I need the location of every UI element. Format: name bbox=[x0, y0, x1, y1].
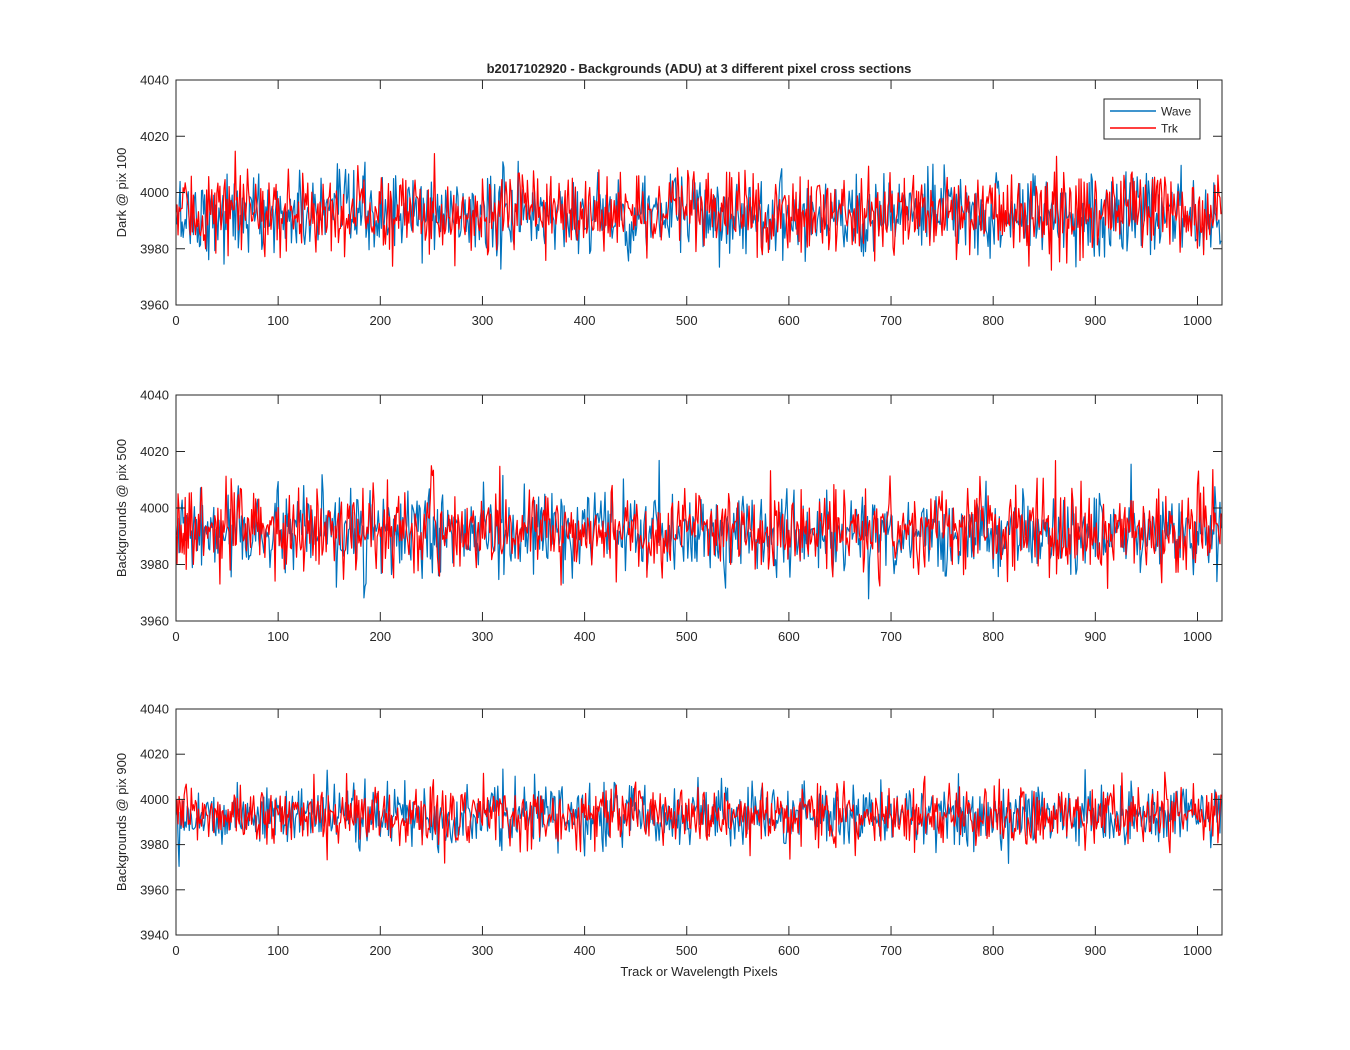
y-tick-label: 3960 bbox=[140, 298, 169, 313]
x-tick-label: 900 bbox=[1084, 313, 1106, 328]
x-tick-label: 100 bbox=[267, 629, 289, 644]
y-tick-label: 4000 bbox=[140, 501, 169, 516]
x-axis-label: Track or Wavelength Pixels bbox=[620, 964, 778, 979]
x-tick-label: 900 bbox=[1084, 943, 1106, 958]
axes-box bbox=[175, 708, 1223, 936]
x-tick-label: 1000 bbox=[1183, 943, 1212, 958]
y-tick-label: 3960 bbox=[140, 882, 169, 897]
legend-box bbox=[1103, 98, 1201, 140]
y-tick-label: 4020 bbox=[140, 444, 169, 459]
y-tick-label: 3980 bbox=[140, 557, 169, 572]
x-tick-label: 700 bbox=[880, 629, 902, 644]
chart-title: b2017102920 - Backgrounds (ADU) at 3 dif… bbox=[487, 61, 912, 76]
axes-3: 0 100 200 300 400 500 600 700 800 900 1000 3940 3960… bbox=[114, 702, 1223, 979]
x-tick-label: 400 bbox=[574, 943, 596, 958]
x-tick-label: 400 bbox=[574, 313, 596, 328]
series-group bbox=[176, 150, 1222, 271]
x-tick-label: 500 bbox=[676, 943, 698, 958]
y-tick-label: 3980 bbox=[140, 837, 169, 852]
x-tick-label: 600 bbox=[778, 943, 800, 958]
x-tick-label: 500 bbox=[676, 313, 698, 328]
y-tick-label: 4000 bbox=[140, 792, 169, 807]
y-tick-label: 4040 bbox=[140, 388, 169, 403]
y-axis-label: Backgrounds @ pix 500 bbox=[114, 439, 129, 577]
x-tick-label: 600 bbox=[778, 629, 800, 644]
x-tick-label: 900 bbox=[1084, 629, 1106, 644]
x-tick-label: 200 bbox=[369, 629, 391, 644]
x-tick-label: 100 bbox=[267, 943, 289, 958]
y-tick-label: 4040 bbox=[140, 73, 169, 88]
x-tick-label: 1000 bbox=[1183, 313, 1212, 328]
series-group bbox=[176, 459, 1222, 600]
series-group bbox=[176, 768, 1222, 867]
axes-container: 0 100 200 300 400 500 600 700 800 900 100039603980… bbox=[114, 61, 1223, 979]
y-tick-label: 3980 bbox=[140, 241, 169, 256]
y-tick-label: 4040 bbox=[140, 702, 169, 717]
legend: Wave Trk bbox=[1103, 98, 1201, 140]
y-axis-label: Dark @ pix 100 bbox=[114, 148, 129, 238]
x-tick-label: 600 bbox=[778, 313, 800, 328]
x-tick-label: 1000 bbox=[1183, 629, 1212, 644]
y-tick-label: 3960 bbox=[140, 614, 169, 629]
x-tick-label: 700 bbox=[880, 313, 902, 328]
x-tick-label: 0 bbox=[172, 943, 179, 958]
x-tick-label: 400 bbox=[574, 629, 596, 644]
x-tick-label: 800 bbox=[982, 943, 1004, 958]
x-tick-label: 500 bbox=[676, 629, 698, 644]
series-line-trk bbox=[176, 150, 1222, 271]
y-tick-label: 4020 bbox=[140, 129, 169, 144]
axes-2: 0 100 200 300 400 500 600 700 800 900 1000 3960 3980… bbox=[114, 388, 1223, 644]
y-tick-label: 4000 bbox=[140, 185, 169, 200]
axes-1: 0 100 200 300 400 500 600 700 800 900 1000 3960 3980… bbox=[114, 61, 1223, 328]
series-line-trk bbox=[176, 771, 1222, 864]
x-tick-label: 300 bbox=[472, 629, 494, 644]
x-tick-label: 800 bbox=[982, 629, 1004, 644]
x-tick-label: 300 bbox=[472, 313, 494, 328]
y-tick-label: 4020 bbox=[140, 747, 169, 762]
legend-label-trk: Trk bbox=[1161, 122, 1179, 136]
x-tick-label: 200 bbox=[369, 313, 391, 328]
x-tick-label: 100 bbox=[267, 313, 289, 328]
x-tick-label: 0 bbox=[172, 313, 179, 328]
x-tick-label: 300 bbox=[472, 943, 494, 958]
y-axis-label: Backgrounds @ pix 900 bbox=[114, 753, 129, 891]
legend-label-wave: Wave bbox=[1161, 105, 1192, 119]
series-line-trk bbox=[176, 460, 1222, 589]
x-tick-label: 200 bbox=[369, 943, 391, 958]
x-tick-label: 700 bbox=[880, 943, 902, 958]
y-tick-label: 3940 bbox=[140, 928, 169, 943]
x-tick-label: 800 bbox=[982, 313, 1004, 328]
x-tick-label: 0 bbox=[172, 629, 179, 644]
